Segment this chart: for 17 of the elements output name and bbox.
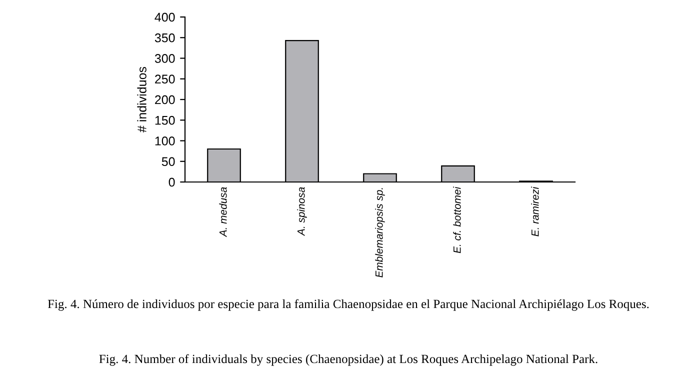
y-tick-label: 150: [155, 116, 175, 125]
x-tick-label: A. spinosa: [297, 187, 307, 236]
caption: Fig. 4. Number of individuals by species (Chaenopsidae) at Los Roques Archipelago National Park.: [99, 354, 598, 366]
y-tick-label: 300: [154, 54, 175, 63]
y-tick-label: 250: [155, 74, 175, 84]
y-axis-title: # individuos: [137, 66, 146, 132]
x-tick-label: E. ramirezi: [531, 186, 539, 236]
caption: Fig. 4. Número de individuos por especie para la familia Chaenopsidae en el Parque Nacional Archipiélago Los Roques.: [48, 299, 649, 311]
y-tick-label: 200: [155, 95, 175, 104]
x-tick-label: A. medusa: [219, 187, 227, 238]
y-tick-label: 100: [155, 136, 175, 146]
y-tick-label: 50: [162, 157, 175, 166]
y-tick-label: 0: [168, 178, 175, 187]
y-tick-label: 350: [154, 33, 175, 42]
x-tick-label: E. cf. bottomei: [453, 186, 461, 254]
y-tick-label: 400: [154, 12, 175, 22]
x-tick-label: Emblemariopsis sp.: [375, 188, 385, 278]
